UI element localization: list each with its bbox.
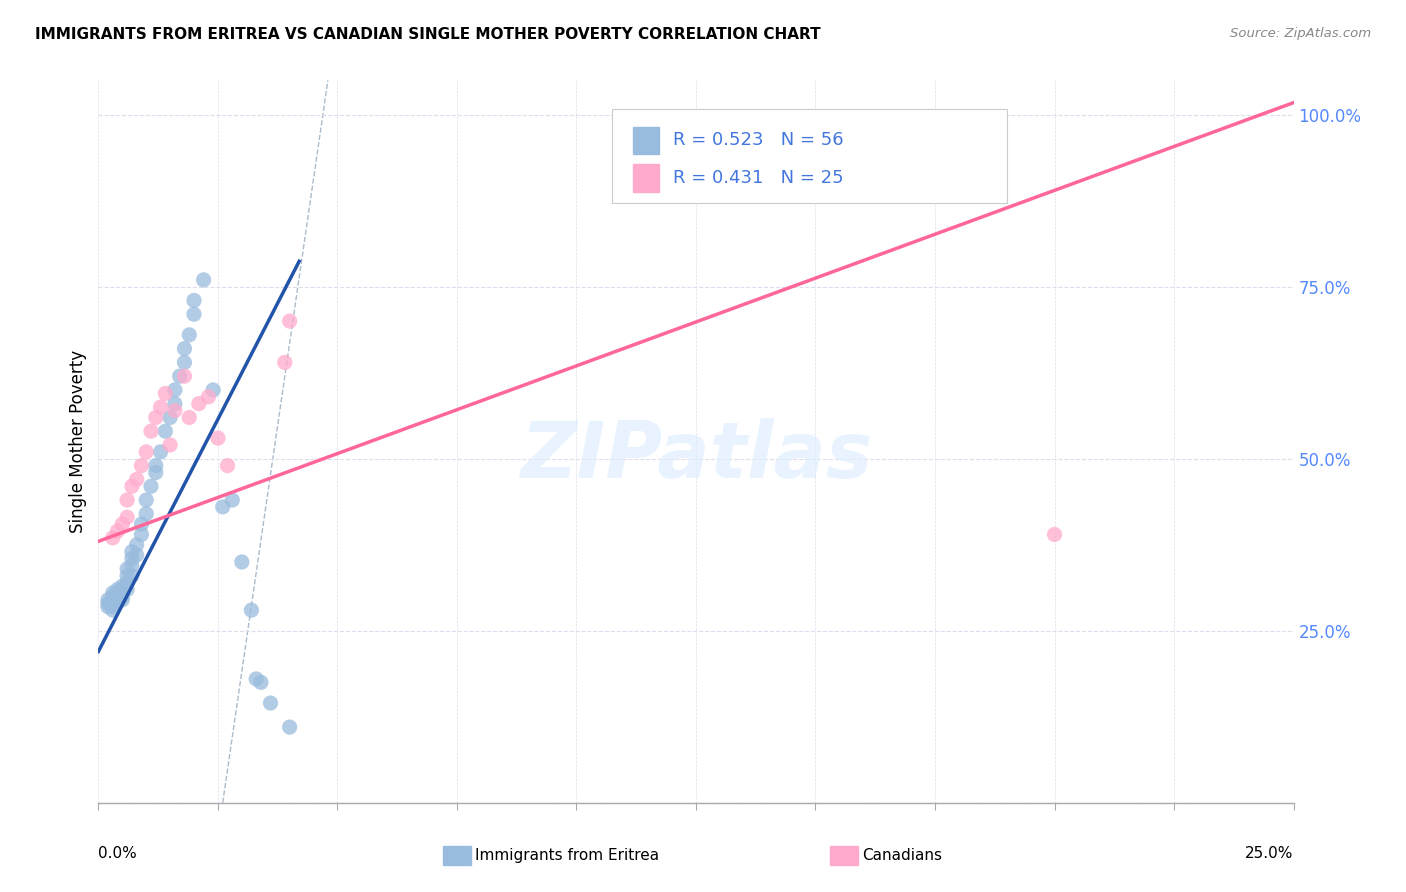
Point [948,135,970,149]
Point [107,586,129,600]
Point [217,458,239,473]
Point [101,586,124,600]
Text: Immigrants from Eritrea: Immigrants from Eritrea [475,848,659,863]
Point [97,596,120,610]
Text: 0.0%: 0.0% [98,847,138,861]
Point [135,493,157,508]
Point [101,590,124,604]
Point [107,590,129,604]
Point [149,445,172,459]
Point [278,314,301,328]
Point [101,592,124,607]
Point [278,720,301,734]
Text: ZIPatlas: ZIPatlas [520,418,872,494]
Point [125,472,148,486]
FancyBboxPatch shape [633,164,659,192]
Point [115,582,138,597]
Point [131,458,153,473]
Point [155,386,177,401]
Point [101,603,124,617]
Point [149,400,172,414]
Point [187,397,209,411]
Point [121,479,143,493]
Point [202,383,225,397]
Point [163,397,186,411]
Point [135,445,157,459]
Point [115,493,138,508]
Point [274,355,297,369]
Point [121,551,143,566]
Point [111,590,134,604]
Point [163,383,186,397]
Point [107,524,129,538]
Point [169,369,191,384]
Point [183,293,205,308]
Point [145,410,167,425]
Point [240,603,263,617]
Point [111,517,134,532]
Point [107,592,129,607]
Point [125,538,148,552]
Point [121,558,143,573]
Text: Canadians: Canadians [862,848,942,863]
Point [131,517,153,532]
Point [115,575,138,590]
Point [131,527,153,541]
Point [111,579,134,593]
Point [111,592,134,607]
Point [115,562,138,576]
FancyBboxPatch shape [633,127,659,154]
Point [221,493,243,508]
Point [115,568,138,582]
Text: IMMIGRANTS FROM ERITREA VS CANADIAN SINGLE MOTHER POVERTY CORRELATION CHART: IMMIGRANTS FROM ERITREA VS CANADIAN SING… [35,27,821,42]
Point [101,531,124,545]
Point [107,582,129,597]
Point [115,510,138,524]
Point [111,586,134,600]
Point [97,599,120,614]
Point [183,307,205,321]
Point [173,342,195,356]
Point [207,431,229,445]
Point [139,479,162,493]
Point [101,599,124,614]
Point [193,273,215,287]
Point [179,410,201,425]
Point [97,592,120,607]
Text: Source: ZipAtlas.com: Source: ZipAtlas.com [1230,27,1371,40]
Point [197,390,219,404]
Point [250,675,273,690]
Point [259,696,281,710]
Point [1043,527,1066,541]
Point [179,327,201,342]
Point [173,369,195,384]
Point [163,403,186,417]
Point [159,438,181,452]
Point [145,466,167,480]
Point [231,555,253,569]
FancyBboxPatch shape [613,109,1007,203]
Point [159,410,181,425]
Point [101,596,124,610]
Point [245,672,267,686]
Point [211,500,233,514]
Text: R = 0.523   N = 56: R = 0.523 N = 56 [673,131,844,149]
Point [111,582,134,597]
Point [121,544,143,558]
Text: R = 0.431   N = 25: R = 0.431 N = 25 [673,169,844,186]
Point [145,458,167,473]
Point [125,548,148,562]
Point [139,424,162,438]
Point [121,568,143,582]
Point [135,507,157,521]
Point [155,424,177,438]
Text: 25.0%: 25.0% [1246,847,1294,861]
Y-axis label: Single Mother Poverty: Single Mother Poverty [69,350,87,533]
Point [173,355,195,369]
